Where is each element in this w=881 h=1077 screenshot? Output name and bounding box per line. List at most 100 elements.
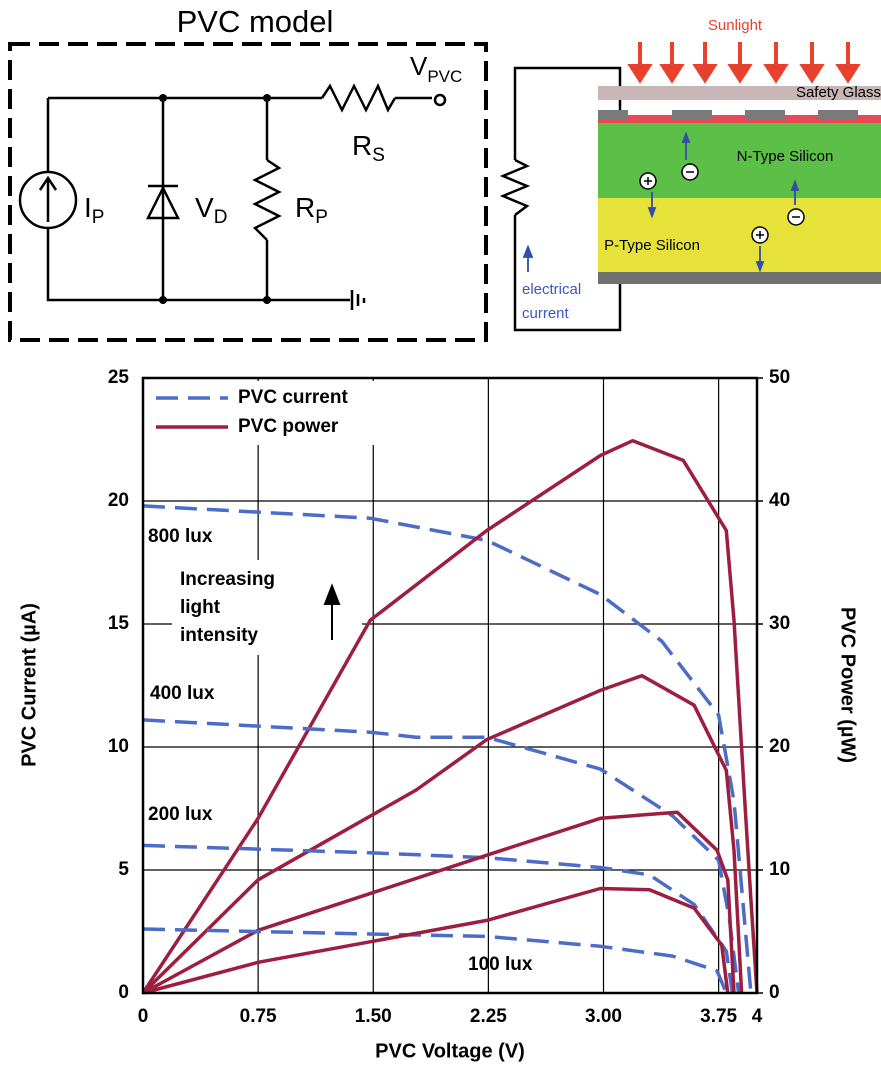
- ground: [350, 290, 366, 310]
- y-tick-label: 15: [108, 613, 130, 634]
- label-main: V: [195, 192, 214, 223]
- annotation: Increasing: [180, 569, 275, 590]
- label-vd: VD: [195, 192, 227, 228]
- annotation: light: [180, 597, 221, 618]
- x-tick-label: 0.75: [240, 1006, 277, 1027]
- series-label: 100 lux: [468, 954, 533, 975]
- x-tick-label: 3.75: [700, 1006, 737, 1027]
- contact: [598, 110, 628, 120]
- wire: [46, 96, 432, 302]
- contact: [672, 110, 712, 120]
- n-type-label: N-Type Silicon: [737, 148, 834, 165]
- label-main: I: [84, 192, 92, 223]
- contact: [745, 110, 785, 120]
- x-axis-label: PVC Voltage (V): [375, 1040, 525, 1062]
- x-tick-label: 4: [752, 1006, 763, 1027]
- current-line: [142, 927, 728, 994]
- sunlight-arrow: [627, 64, 653, 84]
- contact: [598, 110, 858, 120]
- y-tick-label: 5: [118, 859, 129, 880]
- power-line: [141, 438, 759, 994]
- y2-tick-label: 20: [769, 736, 790, 757]
- label-sub: S: [372, 145, 385, 166]
- back-contact: [598, 272, 881, 284]
- label-rp: RP: [295, 192, 328, 228]
- y2-axis-label: PVC Power (µW): [837, 607, 859, 763]
- sunlight-arrow: [692, 64, 718, 84]
- y2-tick-label: 10: [769, 859, 790, 880]
- junction: [263, 296, 271, 304]
- glass-layer: [598, 86, 881, 100]
- y2-tick-label: 30: [769, 613, 790, 634]
- load-resistor: [499, 158, 531, 216]
- sunlight-arrow: [835, 64, 861, 84]
- y-tick-label: 10: [108, 736, 129, 757]
- junction: [159, 296, 167, 304]
- label-vpvc: VPVC: [410, 51, 462, 87]
- label-sub: D: [214, 207, 228, 228]
- current-line: [142, 718, 741, 994]
- p-layer: [598, 198, 881, 272]
- power-line: [141, 673, 744, 995]
- terminal: [433, 93, 447, 107]
- diode: [145, 184, 181, 220]
- label-sub: P: [92, 207, 105, 228]
- carrier-arrow: [790, 179, 800, 191]
- sunlight-arrow: [799, 64, 825, 84]
- x-tick-label: 3.00: [585, 1006, 622, 1027]
- power-line: [142, 810, 736, 995]
- sunlight-arrow: [627, 42, 861, 84]
- label-sub: P: [315, 207, 328, 228]
- carrier-arrow: [522, 131, 800, 273]
- charge-sign: [644, 171, 800, 239]
- label-rs: RS: [352, 130, 385, 166]
- series-label: 200 lux: [148, 804, 213, 825]
- y-axis-label: PVC Current (µA): [18, 603, 40, 767]
- circuit-diagram: [8, 42, 488, 342]
- label-sub: PVC: [427, 67, 462, 86]
- annotation-background: [172, 560, 362, 655]
- legend-box: [148, 381, 396, 445]
- y-tick-label: 0: [118, 982, 129, 1003]
- shunt-resistor: [252, 158, 282, 241]
- p-type-label: P-Type Silicon: [604, 237, 700, 254]
- sunlight-arrow: [727, 64, 753, 84]
- contact: [818, 110, 858, 120]
- sunlight-label: Sunlight: [708, 17, 763, 34]
- x-tick-label: 1.50: [355, 1006, 392, 1027]
- sunlight-arrow: [763, 64, 789, 84]
- plot-frame: [141, 376, 759, 995]
- glass-label: Safety Glass: [796, 84, 881, 101]
- source-arrow: [38, 175, 58, 222]
- y-tick-label: 20: [108, 490, 129, 511]
- series-label: 400 lux: [150, 683, 215, 704]
- junction: [159, 94, 271, 304]
- carrier-arrow: [522, 244, 534, 258]
- carrier-arrow: [647, 207, 657, 219]
- y-tick-label: 25: [108, 367, 130, 388]
- model-box: [8, 42, 488, 342]
- x-tick-label: 2.25: [470, 1006, 507, 1027]
- contact-layer: [598, 115, 881, 123]
- current-source: [18, 170, 78, 230]
- legend-label: PVC current: [238, 387, 348, 408]
- annotation: intensity: [180, 625, 259, 646]
- sunlight-arrow: [659, 64, 685, 84]
- carrier-arrow: [755, 261, 765, 273]
- cell-diagram: [499, 42, 881, 332]
- y2-tick-label: 50: [769, 367, 790, 388]
- power-line: [142, 886, 730, 995]
- label-main: R: [295, 192, 315, 223]
- current-line: [142, 504, 753, 994]
- label-main: V: [410, 51, 428, 81]
- junction: [263, 94, 271, 102]
- current-label: electrical: [522, 281, 581, 298]
- circuit-title: PVC model: [177, 4, 334, 39]
- junction: [159, 94, 167, 102]
- x-tick-label: 0: [138, 1006, 149, 1027]
- carrier-arrow: [681, 131, 691, 143]
- current-label: current: [522, 305, 570, 322]
- series-resistor: [320, 82, 397, 113]
- label-main: R: [352, 130, 372, 161]
